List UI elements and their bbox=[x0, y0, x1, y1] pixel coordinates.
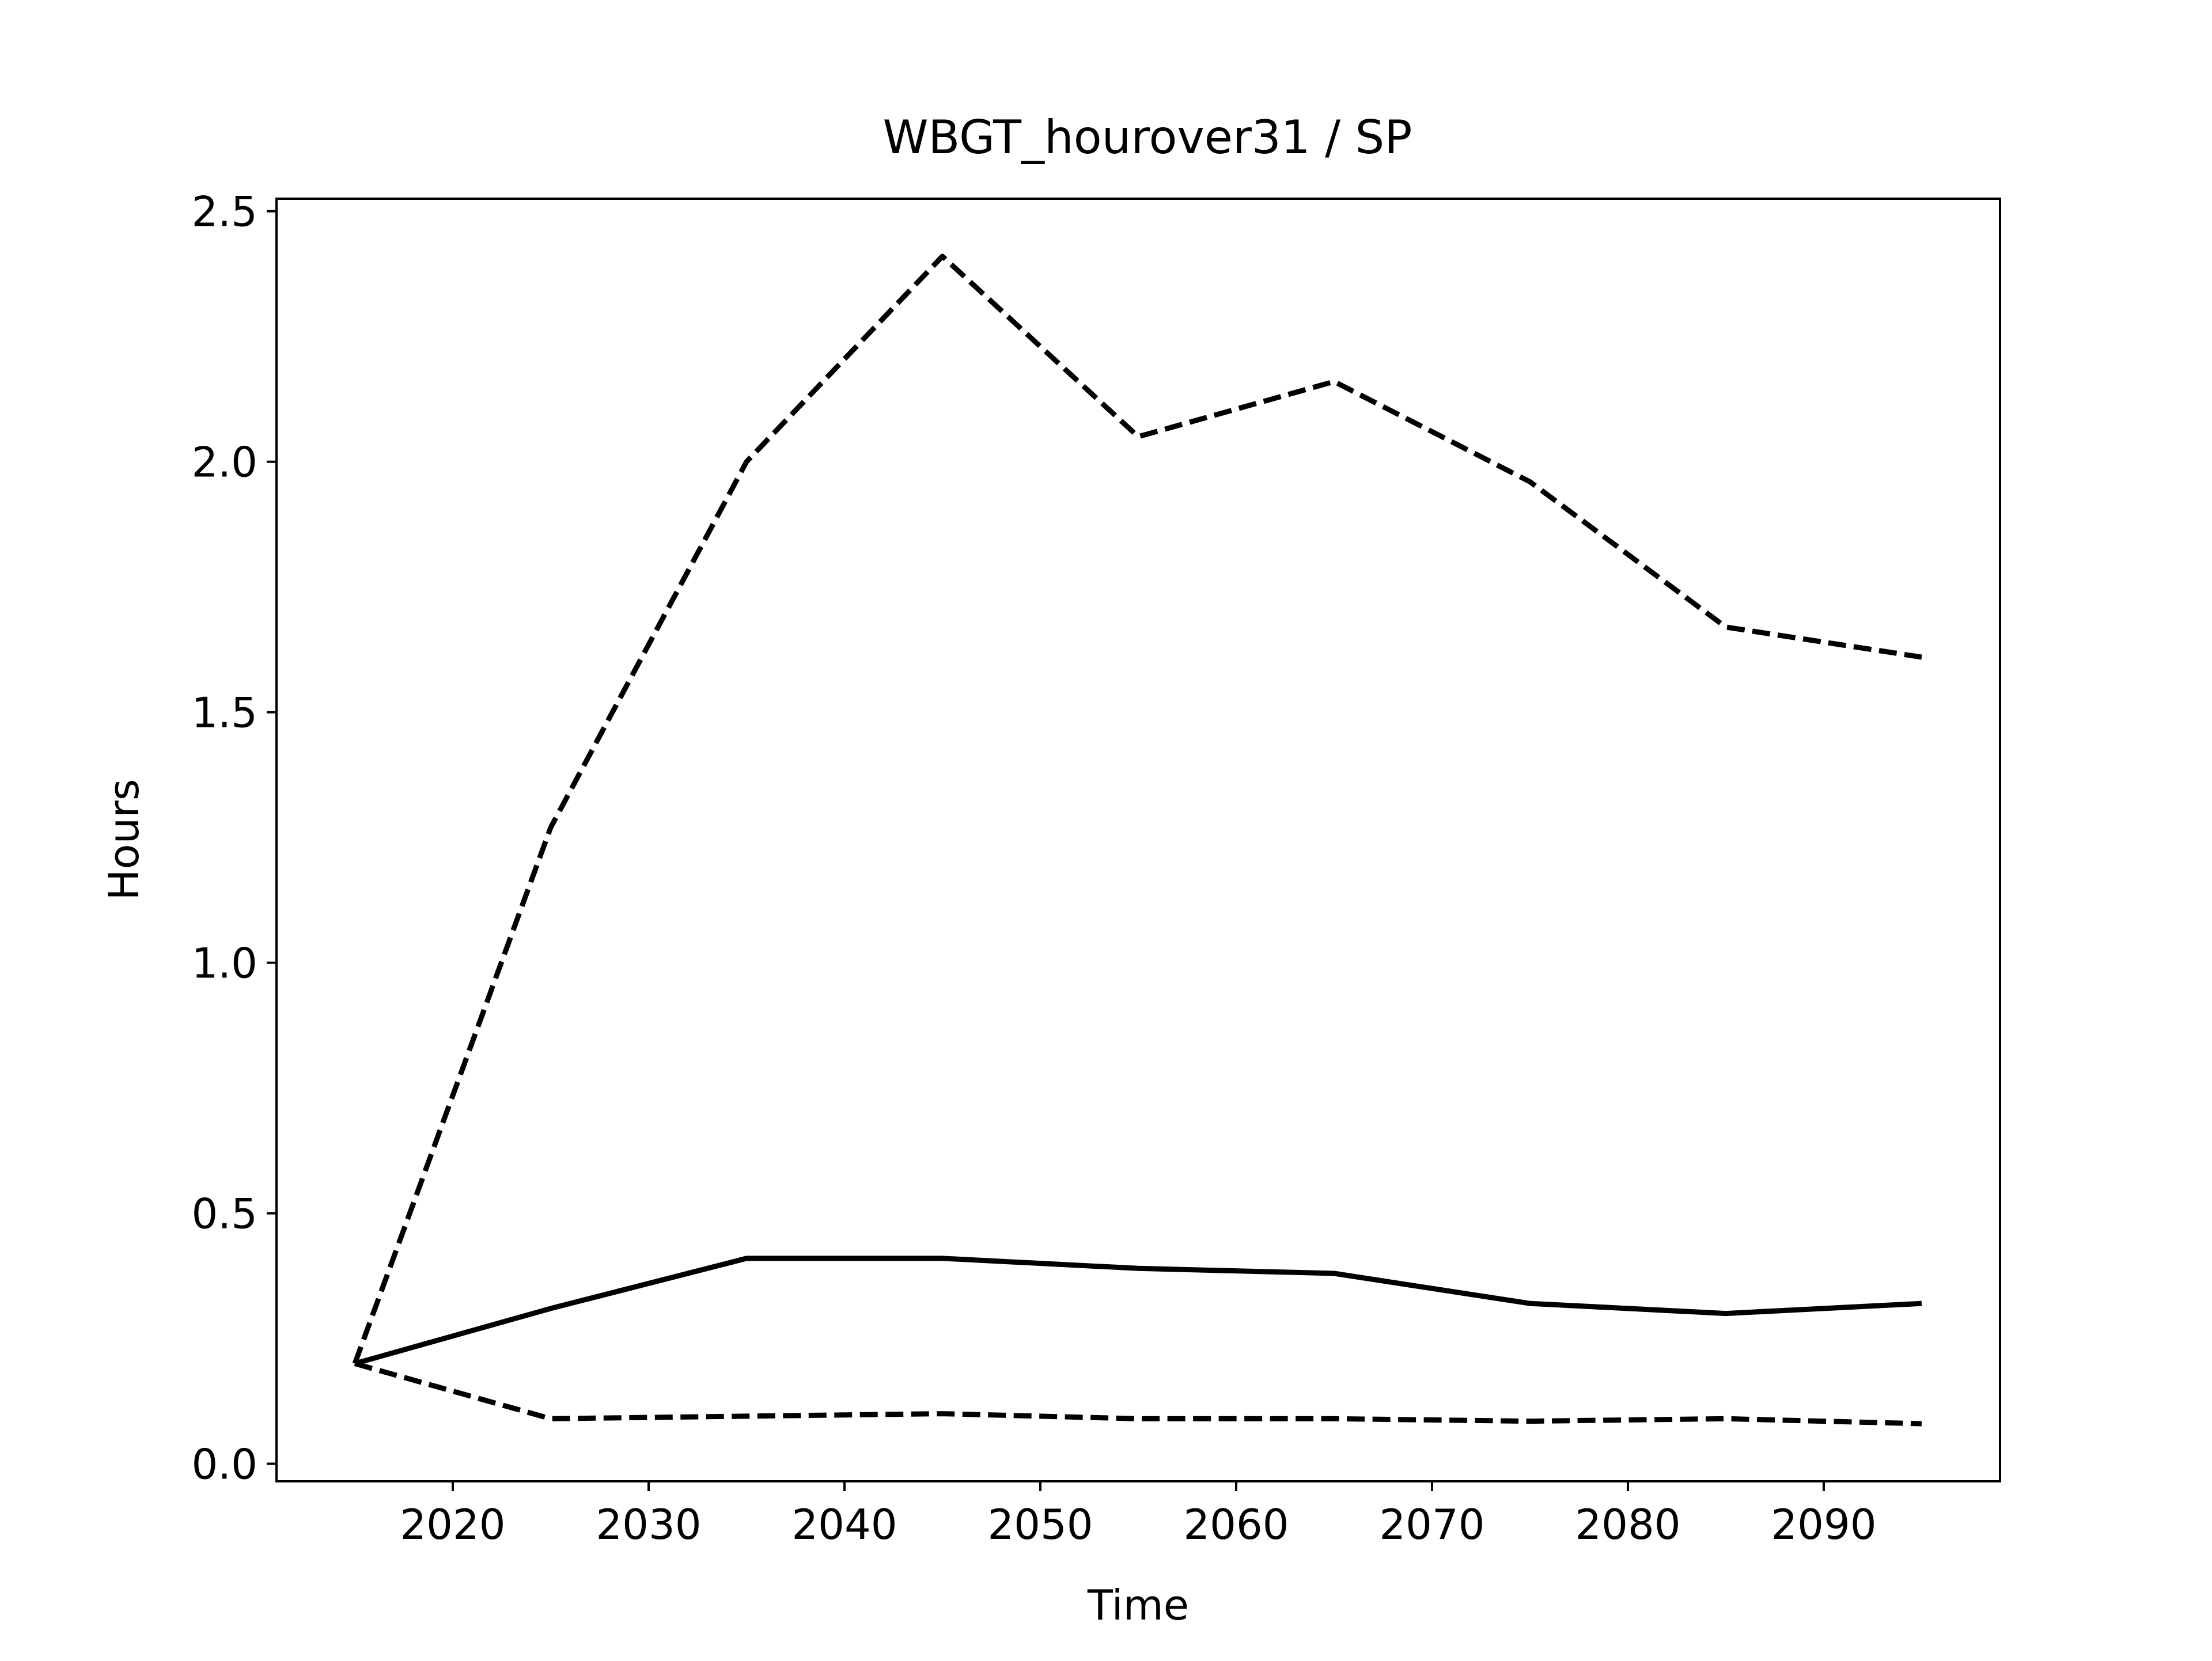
series-line-1 bbox=[352, 253, 1922, 1365]
y-tick-label: 0.0 bbox=[191, 1440, 257, 1489]
x-tick-label: 2030 bbox=[596, 1500, 701, 1549]
y-tick-label: 0.5 bbox=[191, 1190, 257, 1238]
x-tick-label: 2080 bbox=[1575, 1500, 1680, 1549]
series-line-2 bbox=[354, 1256, 1922, 1366]
series-layer bbox=[352, 253, 1922, 1427]
x-tick-label: 2090 bbox=[1771, 1500, 1876, 1549]
chart-title: WBGT_hourover31 / SP bbox=[882, 111, 1412, 164]
x-tick-label: 2070 bbox=[1379, 1500, 1484, 1549]
y-tick-label: 1.0 bbox=[191, 939, 257, 988]
y-axis-ticks: 0.0 0.5 1.0 1.5 2.0 2.5 bbox=[191, 188, 276, 1489]
x-tick-label: 2040 bbox=[791, 1500, 897, 1549]
y-tick-label: 1.5 bbox=[191, 689, 257, 737]
y-tick-label: 2.5 bbox=[191, 188, 257, 236]
x-axis-ticks: 2020 2030 2040 2050 2060 2070 2080 2090 bbox=[400, 1481, 1877, 1549]
y-tick-label: 2.0 bbox=[191, 438, 257, 487]
x-axis-label: Time bbox=[1087, 1581, 1189, 1629]
plot-area-frame bbox=[275, 198, 2001, 1482]
x-tick-label: 2020 bbox=[400, 1500, 505, 1549]
x-tick-label: 2050 bbox=[987, 1500, 1093, 1549]
x-tick-label: 2060 bbox=[1183, 1500, 1289, 1549]
y-axis-label: Hours bbox=[100, 779, 148, 901]
series-line-3 bbox=[354, 1361, 1922, 1427]
